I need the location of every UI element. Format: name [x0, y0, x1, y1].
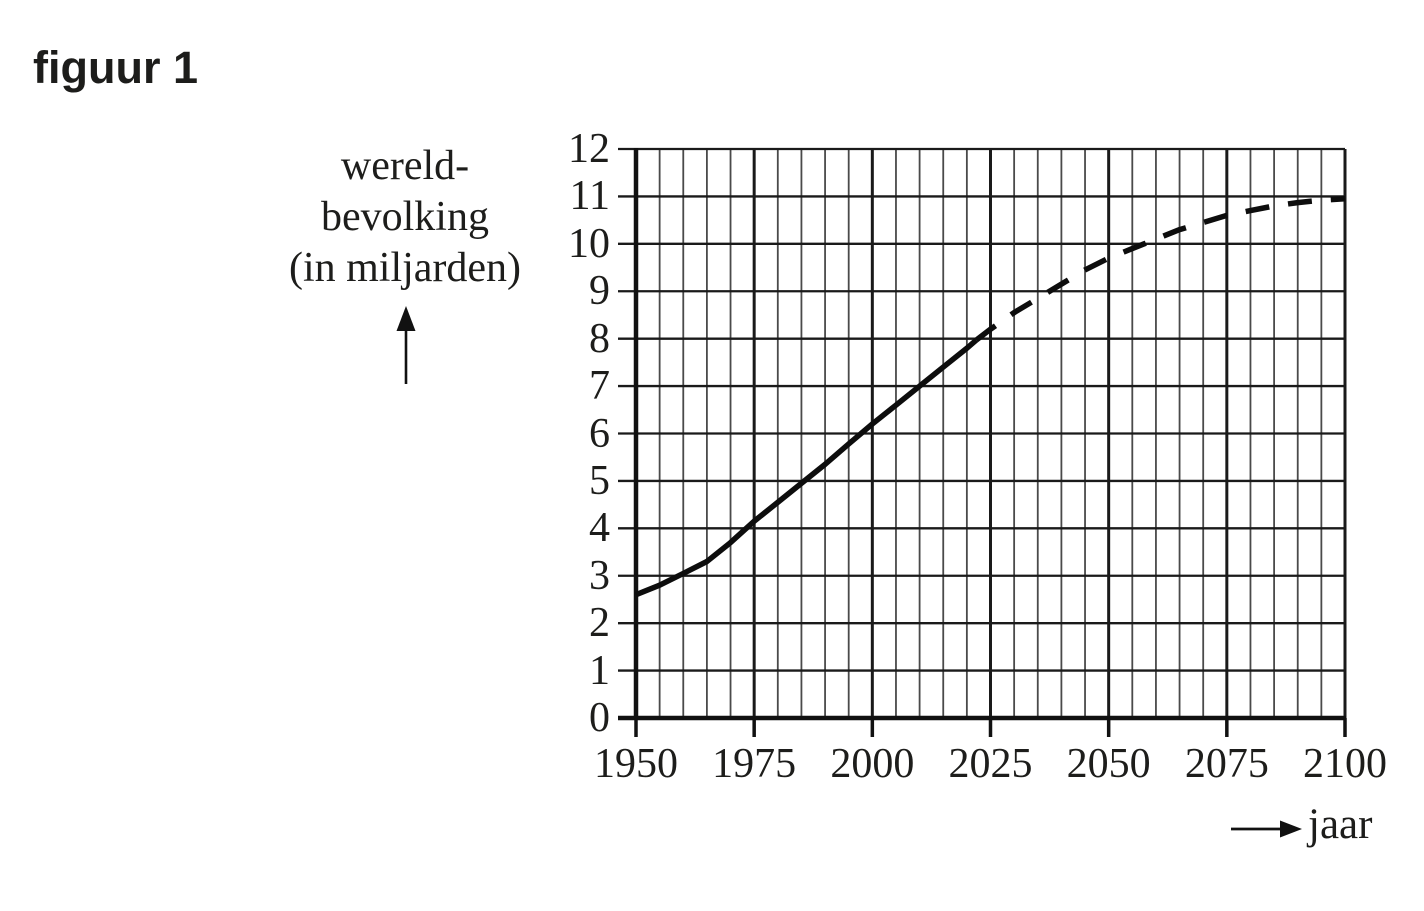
x-tick-label: 2075 [1184, 741, 1269, 787]
x-tick-label: 2000 [830, 741, 915, 787]
axes [618, 148, 1346, 721]
y-tick-label: 4 [589, 505, 610, 552]
grid-horizontals-and-y-ticks [618, 147, 1345, 720]
x-axis-arrow-icon [1231, 820, 1302, 838]
y-axis-arrow-icon [396, 306, 416, 384]
y-tick-label: 1 [589, 647, 610, 694]
x-axis-title: jaar [1308, 801, 1373, 848]
y-tick-label: 8 [589, 315, 610, 362]
y-tick-label: 11 [569, 173, 610, 220]
figure-label: figuur 1 [33, 42, 198, 93]
x-tick-label: 1950 [594, 741, 678, 787]
x-tick-label: 1975 [712, 741, 797, 787]
population-curve-dashed [974, 196, 1346, 343]
y-tick-label: 3 [589, 552, 610, 599]
y-tick-label: 7 [589, 363, 610, 410]
y-axis-title-line-3: (in miljarden) [288, 245, 522, 291]
population-curve-solid [634, 338, 979, 598]
y-axis-title: wereld- bevolking (in miljarden) [255, 141, 555, 294]
y-tick-label: 5 [589, 457, 610, 504]
x-tick-marks [634, 718, 1347, 737]
y-tick-label: 6 [589, 410, 610, 457]
y-tick-label: 10 [568, 220, 610, 267]
x-tick-label: 2100 [1303, 741, 1387, 787]
y-tick-label: 2 [589, 600, 610, 647]
y-tick-label: 0 [589, 695, 610, 741]
y-axis-title-line-2: bevolking [321, 194, 489, 240]
y-tick-label: 12 [568, 126, 610, 172]
x-tick-label: 2050 [1066, 741, 1151, 787]
x-tick-label: 2025 [948, 741, 1033, 787]
y-tick-label: 9 [589, 268, 610, 315]
y-axis-title-line-1: wereld- [340, 143, 470, 189]
